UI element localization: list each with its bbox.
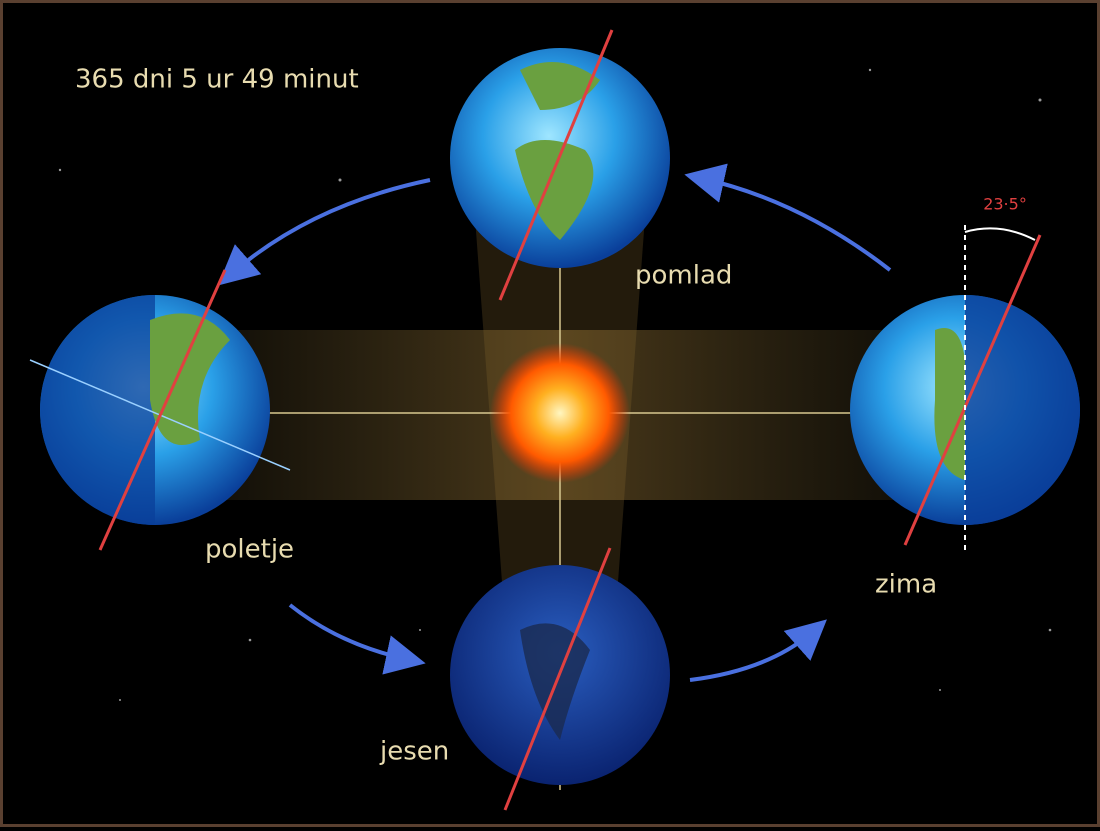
season-label: poletje: [205, 535, 294, 565]
seasons-diagram: 365 dni 5 ur 49 minut 23·5° pomlad polet…: [0, 0, 1100, 827]
season-label: jesen: [379, 737, 449, 767]
sun: [490, 343, 630, 483]
season-label: pomlad: [635, 261, 732, 291]
tilt-label: 23·5°: [983, 195, 1027, 214]
title: 365 dni 5 ur 49 minut: [75, 65, 359, 95]
season-label: zima: [875, 570, 937, 600]
page: 365 dni 5 ur 49 minut 23·5° pomlad polet…: [0, 0, 1100, 827]
